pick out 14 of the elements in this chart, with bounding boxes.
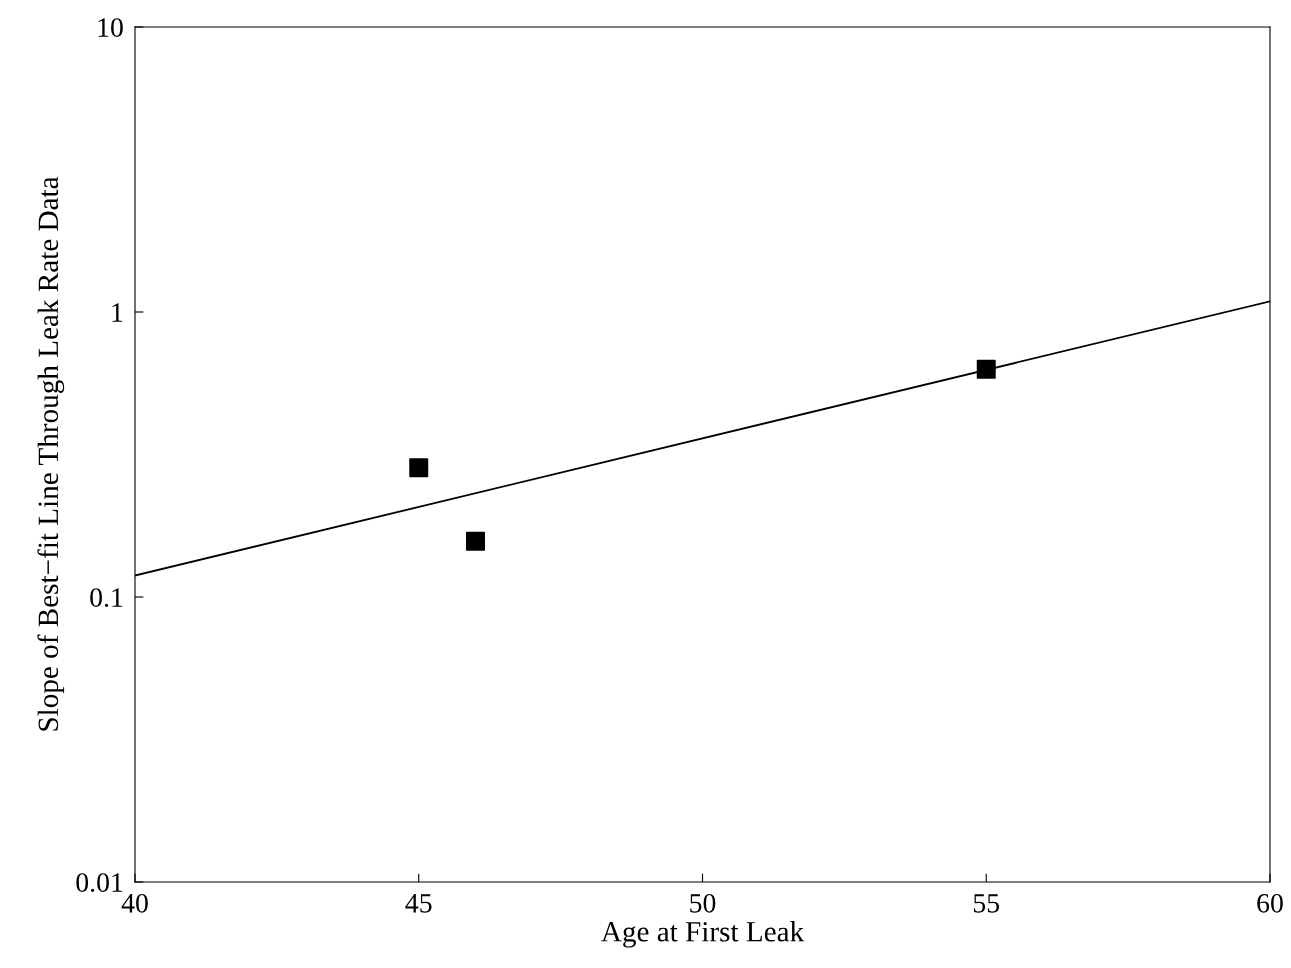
y-tick-label: 10 xyxy=(98,18,123,37)
x-tick-label: 50 xyxy=(690,893,716,913)
x-tick-label: 55 xyxy=(973,894,1000,913)
y-tick-label: 0.01 xyxy=(76,873,123,893)
point xyxy=(409,458,429,478)
y-tick-label: 0.1 xyxy=(90,588,123,608)
x-axis-title: Age at First Leak xyxy=(601,921,805,948)
x-tick-label: 45 xyxy=(405,894,432,913)
point xyxy=(466,531,485,551)
x-tick-label: 40 xyxy=(121,893,148,913)
x-tick-label: 60 xyxy=(1257,893,1283,913)
y-axis-title: Slope of Best−fit Line Through Leak Rate Data xyxy=(37,176,65,731)
y-tick-label: 1 xyxy=(112,303,123,322)
point xyxy=(976,359,996,379)
